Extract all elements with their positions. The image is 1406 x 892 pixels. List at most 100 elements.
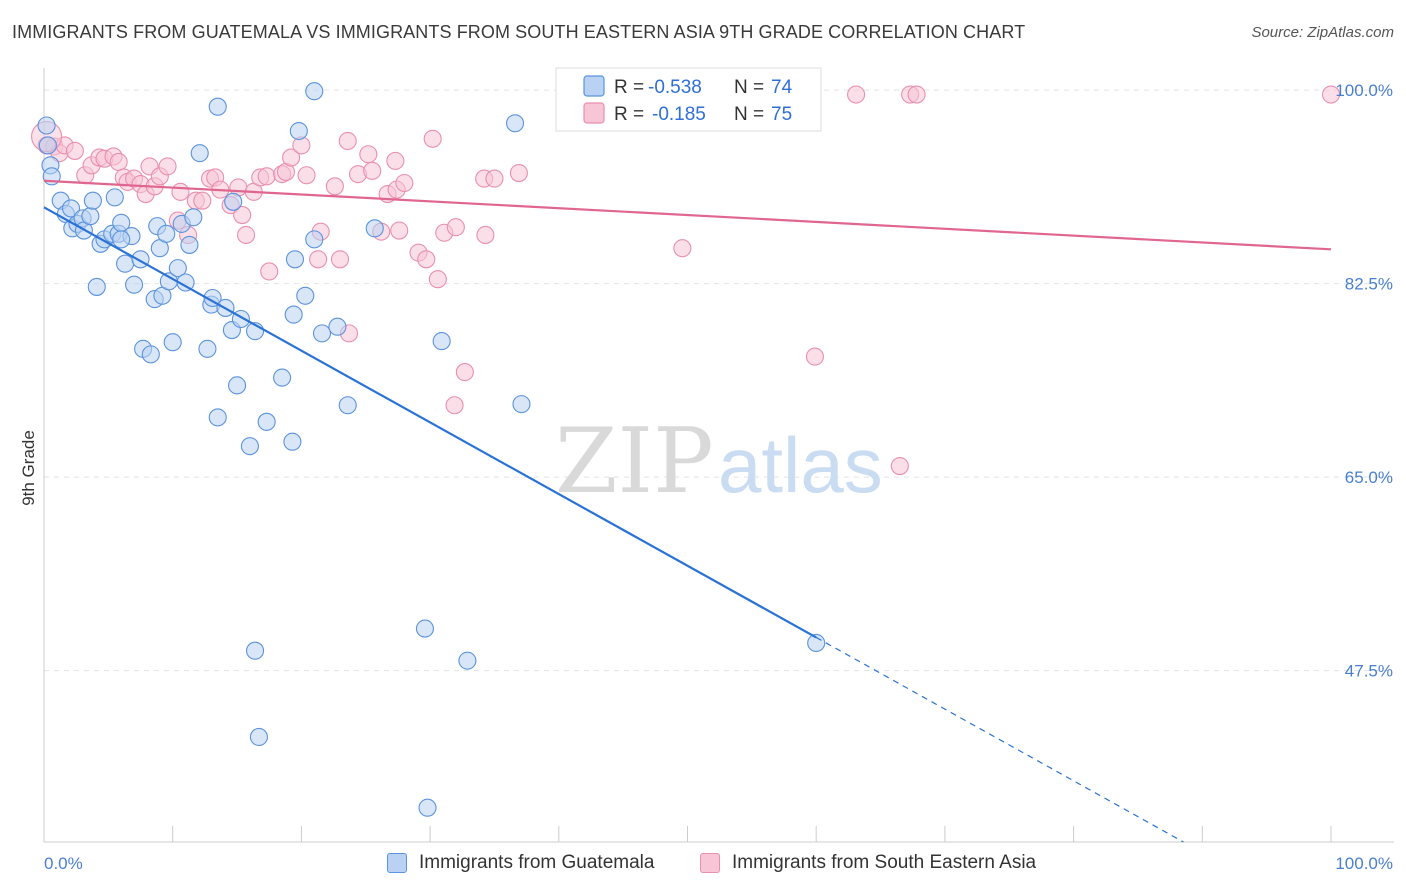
guatemala-point	[168, 259, 187, 278]
se-asia-point	[890, 457, 909, 476]
se-asia-point	[455, 363, 474, 382]
stats-r-value-2: -0.185	[652, 104, 706, 125]
se-asia-point	[363, 161, 382, 180]
guatemala-point	[38, 136, 57, 155]
guatemala-point	[125, 275, 144, 294]
guatemala-point	[208, 408, 227, 427]
se-asia-point	[428, 270, 447, 289]
se-asia-point	[233, 206, 252, 225]
guatemala-trend-extension	[815, 636, 1184, 843]
se-asia-point	[171, 182, 190, 201]
y-tick-label: 65.0%	[1345, 468, 1393, 487]
se-asia-point	[1321, 85, 1341, 104]
guatemala-point	[224, 192, 243, 211]
legend: Immigrants from Guatemala Immigrants fro…	[0, 850, 1406, 880]
se-asia-point	[509, 163, 528, 183]
guatemala-point	[305, 82, 324, 101]
guatemala-point	[87, 277, 106, 296]
guatemala-point	[415, 619, 435, 638]
guatemala-point	[305, 230, 324, 249]
guatemala-point	[512, 395, 531, 414]
guatemala-point	[203, 288, 222, 308]
se-asia-point	[257, 167, 276, 186]
tick-labels: 47.5% 65.0% 82.5% 100.0% 0.0% 100.0%	[44, 81, 1393, 873]
y-axis-label: 9th Grade	[19, 430, 38, 506]
guatemala-point	[83, 191, 102, 210]
legend-swatch-guatemala	[387, 853, 407, 873]
guatemala-point	[61, 199, 81, 218]
guatemala-point	[240, 437, 259, 456]
guatemala-point	[208, 97, 227, 116]
se-asia-point	[805, 347, 824, 366]
guatemala-point	[338, 396, 357, 415]
guatemala-point	[458, 651, 477, 670]
watermark-zip: ZIP	[555, 409, 714, 514]
se-asia-point	[330, 250, 350, 269]
guatemala-point	[37, 116, 56, 135]
guatemala-point	[365, 219, 384, 238]
se-asia-point	[65, 141, 84, 160]
guatemala-point	[273, 368, 292, 387]
guatemala-point	[141, 345, 160, 364]
guatemala-point	[285, 250, 305, 269]
stats-box: R = -0.538 N = 74 R = -0.185 N = 75	[555, 67, 822, 132]
stats-n-label-2: N =	[734, 104, 764, 125]
y-tick-label: 47.5%	[1345, 662, 1393, 681]
guatemala-trend-line	[43, 206, 817, 639]
watermark: ZIP atlas	[555, 409, 883, 514]
source-label: Source: ZipAtlas.com	[1251, 24, 1394, 41]
se-asia-point	[847, 85, 866, 104]
se-asia-point	[423, 129, 442, 148]
guatemala-point	[228, 376, 247, 395]
se-asia-point	[237, 225, 256, 245]
se-asia-point	[476, 225, 495, 245]
guatemala-point	[284, 305, 303, 324]
se-asia-point	[673, 239, 692, 258]
stats-swatch-guatemala	[583, 75, 605, 97]
guatemala-point	[180, 235, 199, 254]
stats-n-value-1: 74	[771, 77, 793, 98]
guatemala-point	[163, 333, 182, 352]
guatemala-point	[184, 208, 203, 227]
stats-n-value-2: 75	[771, 104, 792, 125]
stats-r-value-1: -0.538	[648, 77, 702, 98]
se-asia-trend-line	[43, 179, 1332, 251]
legend-label-se-asia: Immigrants from South Eastern Asia	[732, 852, 1037, 873]
se-asia-point	[309, 250, 328, 269]
guatemala-point	[418, 798, 437, 817]
watermark-atlas: atlas	[718, 421, 883, 509]
guatemala-point	[81, 207, 100, 226]
stats-n-label-1: N =	[734, 77, 764, 98]
se-asia-point	[193, 191, 212, 210]
chart-title: IMMIGRANTS FROM GUATEMALA VS IMMIGRANTS …	[12, 22, 1026, 42]
x-tick-label: 0.0%	[44, 854, 83, 873]
se-asia-point	[485, 169, 504, 188]
legend-item-se-asia: Immigrants from South Eastern Asia	[700, 852, 1036, 874]
se-asia-point	[390, 221, 409, 240]
se-asia-point	[109, 152, 128, 172]
guatemala-point	[283, 432, 302, 451]
stats-r-label-2: R =	[614, 104, 644, 125]
legend-label-guatemala: Immigrants from Guatemala	[419, 852, 655, 873]
se-asia-point	[445, 396, 464, 415]
guatemala-point	[807, 633, 826, 653]
guatemala-point	[157, 224, 176, 243]
guatemala-point	[432, 332, 451, 351]
guatemala-point	[112, 230, 131, 249]
axes	[43, 68, 1394, 843]
guatemala-point	[257, 412, 276, 431]
se-asia-point	[359, 145, 378, 164]
se-asia-point	[446, 218, 465, 237]
se-asia-point	[386, 151, 405, 170]
se-asia-point	[325, 177, 344, 196]
guatemala-point	[328, 317, 347, 336]
trend-lines	[43, 179, 1332, 843]
guatemala-point	[190, 144, 209, 163]
se-asia-point	[282, 148, 301, 167]
se-asia-point	[395, 173, 414, 193]
legend-swatch-se-asia	[700, 853, 720, 873]
stats-r-label-1: R =	[614, 77, 644, 98]
se-asia-point	[417, 250, 436, 269]
stats-swatch-se-asia	[583, 102, 605, 124]
se-asia-point	[907, 85, 926, 104]
